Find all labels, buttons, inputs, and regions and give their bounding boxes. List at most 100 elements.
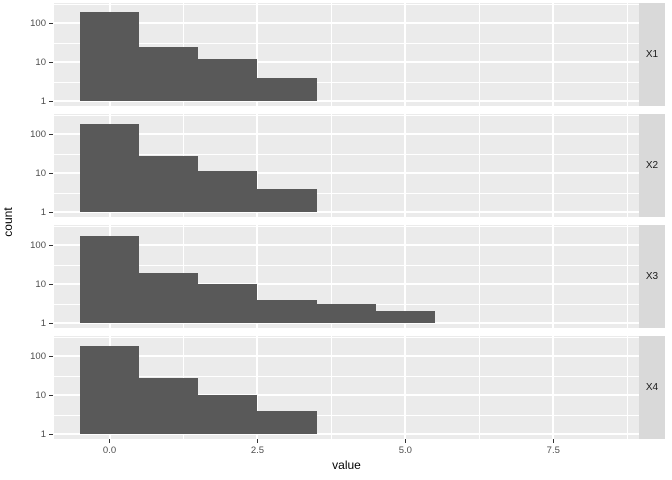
minor-gridline-x	[478, 336, 480, 439]
minor-gridline-y	[54, 225, 639, 227]
major-gridline-y	[54, 22, 639, 24]
x-axis-tick-label: 0.0	[102, 445, 117, 456]
histogram-bar	[79, 235, 140, 323]
facet-strip-label: X2	[645, 160, 659, 171]
x-axis-title: value	[332, 458, 361, 472]
x-axis-tick-label: 5.0	[398, 445, 412, 456]
histogram-bar	[257, 299, 317, 323]
minor-gridline-x	[330, 3, 332, 106]
histogram-bar	[139, 377, 199, 434]
major-gridline-y	[54, 283, 639, 285]
y-axis-tick	[49, 433, 53, 435]
major-gridline-y	[54, 433, 639, 435]
x-axis-tick-label: 2.5	[250, 445, 265, 456]
major-gridline-y	[54, 244, 639, 246]
histogram-bar	[139, 273, 199, 323]
minor-gridline-x	[330, 225, 332, 328]
major-gridline-x	[404, 225, 407, 328]
facet-panel-x2	[54, 114, 639, 217]
major-gridline-y	[54, 172, 639, 174]
y-axis-tick-label: 100	[30, 17, 46, 29]
major-gridline-y	[54, 211, 639, 213]
histogram-bar	[257, 410, 317, 434]
major-gridline-y	[54, 355, 639, 357]
y-axis-tick	[49, 61, 53, 63]
histogram-bar	[139, 47, 199, 101]
y-axis-tick-label: 10	[35, 278, 46, 290]
facet-panel-x1	[54, 3, 639, 106]
minor-gridline-x	[478, 3, 480, 106]
y-axis-tick	[49, 22, 53, 24]
facet-panel-x3	[54, 225, 639, 328]
minor-gridline-x	[330, 336, 332, 439]
major-gridline-y	[54, 133, 639, 135]
histogram-bar	[79, 346, 140, 434]
histogram-bar	[139, 156, 199, 212]
minor-gridline-x	[626, 3, 628, 106]
y-axis-tick-label: 10	[35, 167, 46, 179]
major-gridline-x	[404, 114, 407, 217]
y-axis-tick-label: 1	[40, 317, 46, 329]
major-gridline-x	[552, 114, 555, 217]
y-axis-tick-label: 10	[35, 389, 46, 401]
y-axis-tick	[49, 394, 53, 396]
y-axis-tick-label: 100	[30, 128, 46, 140]
facet-strip-label: X4	[645, 382, 659, 393]
histogram-bar	[257, 77, 317, 101]
minor-gridline-y	[54, 81, 639, 83]
major-gridline-x	[404, 336, 407, 439]
x-axis-tick	[552, 439, 554, 443]
major-gridline-x	[552, 225, 555, 328]
minor-gridline-x	[478, 114, 480, 217]
y-axis-tick-label: 100	[30, 239, 46, 251]
y-axis-tick	[49, 355, 53, 357]
y-axis-tick	[49, 283, 53, 285]
histogram-bar	[79, 11, 140, 101]
minor-gridline-x	[478, 225, 480, 328]
histogram-bar	[198, 58, 258, 101]
y-axis-tick-label: 100	[30, 350, 46, 362]
minor-gridline-y	[54, 42, 639, 44]
histogram-bar	[375, 311, 435, 323]
histogram-bar	[79, 124, 140, 212]
major-gridline-x	[256, 3, 259, 106]
major-gridline-x	[552, 336, 555, 439]
facet-strip: X3	[639, 225, 665, 328]
major-gridline-y	[54, 61, 639, 63]
major-gridline-x	[552, 3, 555, 106]
y-axis-tick	[49, 100, 53, 102]
y-axis-tick-label: 1	[40, 95, 46, 107]
major-gridline-x	[256, 336, 259, 439]
y-axis-tick-label: 1	[40, 428, 46, 440]
y-axis-tick	[49, 172, 53, 174]
facet-panel-x4	[54, 336, 639, 439]
x-axis-tick-label: 7.5	[546, 445, 560, 456]
minor-gridline-y	[54, 336, 639, 338]
major-gridline-y	[54, 100, 639, 102]
minor-gridline-x	[330, 114, 332, 217]
y-axis-tick	[49, 322, 53, 324]
y-axis-tick-label: 10	[35, 56, 46, 68]
minor-gridline-y	[54, 192, 639, 194]
y-axis-tick	[49, 133, 53, 135]
facet-strip: X1	[639, 3, 665, 106]
major-gridline-y	[54, 322, 639, 324]
minor-gridline-y	[54, 153, 639, 155]
facet-strip: X2	[639, 114, 665, 217]
minor-gridline-y	[54, 3, 639, 5]
minor-gridline-x	[626, 336, 628, 439]
major-gridline-x	[256, 114, 259, 217]
minor-gridline-x	[626, 114, 628, 217]
minor-gridline-y	[54, 375, 639, 377]
major-gridline-x	[256, 225, 259, 328]
x-axis-tick	[256, 439, 258, 443]
minor-gridline-y	[54, 114, 639, 116]
histogram-bar	[198, 284, 258, 323]
minor-gridline-y	[54, 303, 639, 305]
histogram-bar	[316, 304, 376, 323]
histogram-bar	[198, 171, 258, 212]
major-gridline-y	[54, 394, 639, 396]
minor-gridline-y	[54, 264, 639, 266]
minor-gridline-y	[54, 414, 639, 416]
